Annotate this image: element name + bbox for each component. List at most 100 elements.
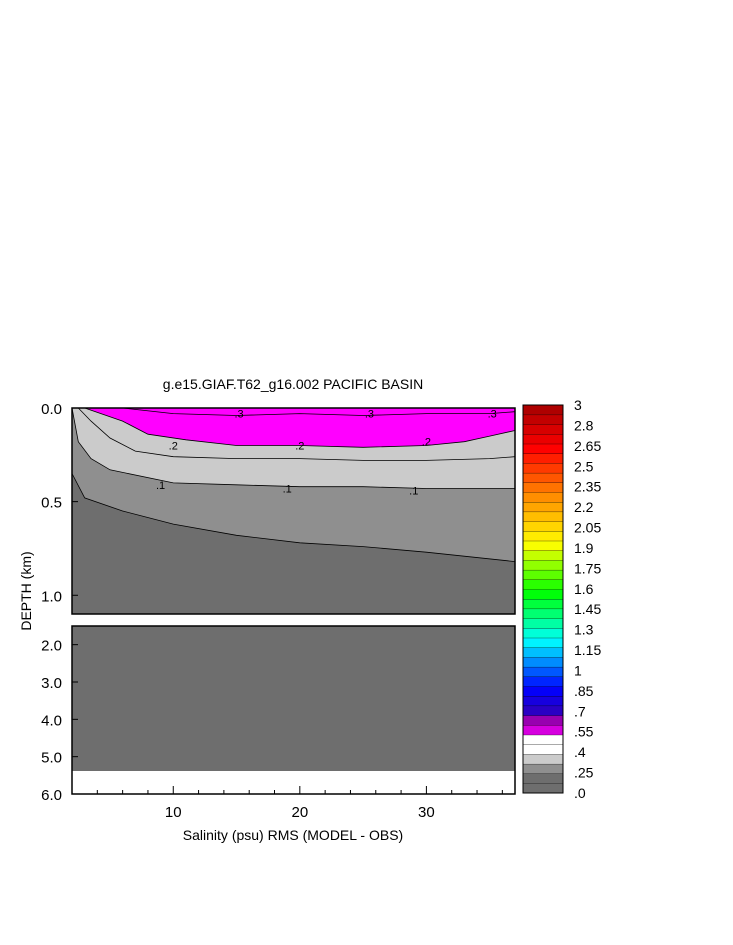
- lower-panel: 2.0 3.0 4.0 5.0 6.0 10 20 30: [41, 625, 516, 821]
- colorbar-band: [522, 647, 564, 658]
- colorbar-band: [522, 598, 564, 610]
- colorbar-band: [522, 618, 564, 629]
- y-tick-label: 5.0: [41, 750, 62, 767]
- colorbar-band: [522, 433, 564, 445]
- colorbar-label: 1.3: [574, 622, 594, 638]
- colorbar-band: [522, 463, 564, 474]
- x-axis-title: Salinity (psu) RMS (MODEL - OBS): [183, 827, 403, 843]
- x-tick-label: 20: [291, 804, 308, 821]
- x-axis: 10 20 30: [96, 786, 503, 821]
- colorbar-label: 1.15: [574, 642, 601, 658]
- colorbar-bands: [522, 404, 564, 794]
- colorbar-label: 1: [574, 662, 582, 678]
- colorbar-label: 1.9: [574, 540, 594, 556]
- chart-title: g.e15.GIAF.T62_g16.002 PACIFIC BASIN: [163, 376, 423, 392]
- upper-y-axis: 0.0 0.5 1.0: [41, 401, 78, 605]
- colorbar-label: 1.45: [574, 601, 601, 617]
- colorbar-band: [522, 657, 564, 668]
- colorbar-band: [522, 666, 564, 677]
- y-tick-label: 3.0: [41, 675, 62, 692]
- contour-line-c03: [84, 407, 516, 448]
- colorbar: 3 2.8 2.65 2.5 2.35 2.2 2.05 1.9 1.75 1.6 1.45 1.3 1…: [522, 397, 601, 801]
- colorbar-labels: 3 2.8 2.65 2.5 2.35 2.2 2.05 1.9 1.75 1.6 1.45 1.3 1…: [574, 397, 601, 801]
- contour-label: .2: [169, 440, 178, 452]
- colorbar-band: [522, 530, 564, 542]
- colorbar-band: [522, 550, 564, 561]
- contour-label: .3: [234, 409, 243, 421]
- colorbar-label: 2.05: [574, 520, 601, 536]
- colorbar-label: 2.65: [574, 438, 601, 454]
- colorbar-band: [522, 763, 564, 774]
- colorbar-band: [522, 589, 564, 600]
- contour-line-c02: [78, 407, 516, 461]
- upper-contour-fill: [72, 408, 515, 614]
- contour-label: .2: [422, 437, 431, 449]
- colorbar-band: [522, 724, 564, 736]
- contour-line-c01: [71, 407, 515, 489]
- lower-panel-frame: [71, 625, 516, 795]
- colorbar-label: 1.6: [574, 581, 594, 597]
- colorbar-band: [522, 560, 564, 571]
- colorbar-band: [522, 482, 564, 493]
- y-tick-label: 0.5: [41, 495, 62, 512]
- colorbar-label: 2.35: [574, 479, 601, 495]
- contour-line-shelf: [71, 473, 516, 562]
- contour-label: .2: [295, 440, 304, 452]
- colorbar-label: .25: [574, 765, 594, 781]
- colorbar-band: [522, 414, 564, 425]
- y-tick-label: 1.0: [41, 588, 62, 605]
- lower-panel-seafloor: [72, 771, 515, 794]
- colorbar-band: [522, 637, 564, 648]
- colorbar-label: .7: [574, 703, 586, 719]
- colorbar-label: 2.2: [574, 499, 594, 515]
- y-tick-label: 2.0: [41, 638, 62, 655]
- upper-panel-frame: [71, 407, 516, 615]
- colorbar-band: [522, 501, 564, 513]
- colorbar-band: [522, 705, 564, 716]
- contour-label: .1: [409, 485, 418, 497]
- colorbar-band: [522, 783, 564, 794]
- y-axis-title: DEPTH (km): [18, 551, 34, 630]
- colorbar-band: [522, 773, 564, 784]
- colorbar-band: [522, 424, 564, 435]
- contour-label: .1: [283, 484, 292, 496]
- colorbar-band: [522, 695, 564, 707]
- upper-panel: .3 .3 .3 .2 .2 .2 .1 .1 .1 0.0 0.5 1.0: [41, 401, 516, 615]
- colorbar-band: [522, 453, 564, 464]
- colorbar-band: [522, 579, 564, 590]
- colorbar-frame: [522, 404, 564, 794]
- colorbar-band: [522, 608, 564, 619]
- contour-label: .1: [156, 480, 165, 492]
- colorbar-band: [522, 744, 564, 755]
- y-tick-label: 6.0: [41, 787, 62, 804]
- y-tick-label: 0.0: [41, 401, 62, 418]
- contour-label: .3: [488, 409, 497, 421]
- colorbar-band: [522, 511, 564, 522]
- colorbar-label: 3: [574, 397, 582, 413]
- colorbar-band: [522, 734, 564, 745]
- colorbar-label: .85: [574, 683, 594, 699]
- lower-y-axis: 2.0 3.0 4.0 5.0 6.0: [41, 638, 78, 804]
- colorbar-band: [522, 754, 564, 765]
- x-tick-label: 10: [165, 804, 182, 821]
- colorbar-band: [522, 715, 564, 726]
- colorbar-band: [522, 472, 564, 483]
- colorbar-label: .4: [574, 744, 586, 760]
- y-tick-label: 4.0: [41, 712, 62, 729]
- colorbar-label: 2.8: [574, 417, 594, 433]
- colorbar-label: .55: [574, 724, 594, 740]
- colorbar-band: [522, 404, 564, 416]
- contour-line-c04: [122, 407, 516, 416]
- region-0.3-0.4: [72, 408, 515, 448]
- colorbar-band: [522, 569, 564, 580]
- colorbar-label: 2.5: [574, 458, 594, 474]
- colorbar-band: [522, 540, 564, 551]
- colorbar-band: [522, 521, 564, 532]
- x-tick-label: 30: [418, 804, 435, 821]
- colorbar-band: [522, 686, 564, 697]
- upper-contour-lines: [71, 407, 516, 562]
- contour-label: .3: [365, 409, 374, 421]
- colorbar-band: [522, 676, 564, 687]
- colorbar-label: .0: [574, 785, 586, 801]
